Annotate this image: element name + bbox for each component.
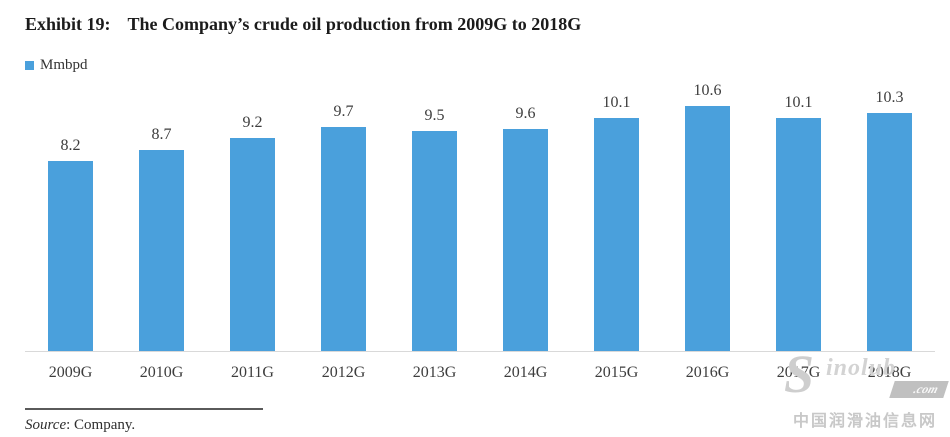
- x-axis-label: 2011G: [231, 364, 274, 381]
- bar: [503, 129, 548, 351]
- bar-value-label: 10.3: [875, 88, 904, 106]
- bar: [685, 106, 730, 351]
- x-axis-label: 2018G: [867, 364, 912, 381]
- bar-group: 8.7: [116, 126, 207, 351]
- bar: [594, 117, 639, 351]
- footer-divider: [25, 408, 263, 410]
- x-axis-label: 2009G: [48, 364, 93, 381]
- source-text: : Company.: [66, 417, 136, 433]
- bar-value-label: 10.1: [784, 93, 813, 111]
- bar-value-label: 8.7: [151, 125, 172, 143]
- bar-value-label: 9.5: [424, 107, 445, 125]
- bar-value-label: 10.6: [693, 82, 722, 99]
- page-title: Exhibit 19: The Company’s crude oil produ…: [25, 14, 935, 35]
- bar-group: 9.6: [480, 105, 571, 351]
- legend-swatch-icon: [25, 61, 34, 70]
- bar-group: 9.2: [207, 114, 298, 351]
- bar-group: 10.6: [662, 82, 753, 351]
- chart-title: The Company’s crude oil production from …: [127, 14, 582, 34]
- bar-group: 10.3: [844, 89, 935, 351]
- x-axis-label: 2010G: [139, 364, 184, 381]
- bar: [776, 117, 821, 351]
- bar-group: 9.7: [298, 103, 389, 351]
- exhibit-label: Exhibit 19:: [25, 14, 111, 34]
- legend-label: Mmbpd: [40, 57, 88, 73]
- bar-group: 10.1: [753, 94, 844, 351]
- bar: [321, 126, 366, 351]
- source-prefix: Source: [25, 417, 67, 433]
- bar: [867, 112, 912, 351]
- bar: [230, 138, 275, 351]
- bar: [412, 131, 457, 351]
- bar: [48, 161, 93, 351]
- x-axis-label: 2015G: [594, 364, 639, 381]
- bar-value-label: 9.6: [515, 105, 536, 123]
- bar-value-label: 8.2: [60, 137, 81, 155]
- bar-value-label: 9.7: [333, 102, 354, 120]
- x-axis-labels: 2009G 2010G 2011G 2012G 2013G 2014G 2015G 2016G…: [25, 352, 935, 382]
- x-axis-label: 2012G: [321, 364, 366, 381]
- x-axis-label: 2013G: [412, 364, 457, 381]
- bar-group: 9.5: [389, 107, 480, 351]
- x-axis-label: 2016G: [685, 364, 730, 381]
- x-axis-label: 2014G: [503, 364, 548, 381]
- bar-value-label: 9.2: [242, 114, 263, 132]
- plot-area: 8.2 8.7 9.2 9.7 9.5 9.6 10.1 10.6 10.1 10.3: [25, 82, 935, 352]
- bar-value-label: 10.1: [602, 93, 631, 111]
- x-axis-label: 2017G: [776, 364, 821, 381]
- bar: [139, 149, 184, 351]
- bar-group: 8.2: [25, 137, 116, 351]
- bar-group: 10.1: [571, 94, 662, 351]
- legend: Mmbpd: [25, 57, 935, 74]
- source-note: Source: Company.: [25, 417, 935, 434]
